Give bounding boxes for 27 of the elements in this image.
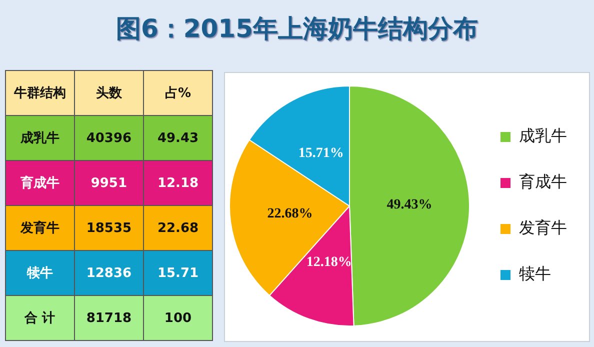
chart-title: 图6：2015年上海奶牛结构分布 [115, 13, 479, 45]
data-label: 15.71 [144, 250, 212, 296]
text: 牛群结构 [6, 70, 74, 116]
series-label: 头数 [74, 70, 144, 116]
data-label: 22.68 [144, 206, 212, 250]
data-label: 49.43% [386, 198, 432, 213]
data-label: 22.68% [267, 206, 313, 222]
data-label: 40396 [74, 116, 144, 160]
data-label: 100 [144, 296, 212, 340]
data-label: 18535 [74, 206, 144, 250]
data-label: 12.18 [144, 160, 212, 206]
category-label: 犊牛 [6, 250, 74, 296]
category-label: 发育牛 [6, 206, 74, 250]
data-label: 49.43 [144, 116, 212, 160]
data-label: 81718 [74, 296, 144, 340]
legend-label: 犊牛 [519, 264, 551, 284]
category-label: 合 计 [6, 296, 74, 340]
data-label: 9951 [74, 160, 144, 206]
data-label: 12.18% [306, 255, 352, 270]
data-label: 15.71% [298, 146, 344, 161]
legend-label: 成乳牛 [519, 126, 567, 146]
legend-label: 育成牛 [519, 172, 567, 192]
legend-label: 发育牛 [519, 218, 567, 238]
category-label: 成乳牛 [6, 116, 74, 160]
series-label: 占% [144, 70, 212, 116]
data-label: 12836 [74, 250, 144, 296]
category-label: 育成牛 [6, 160, 74, 206]
